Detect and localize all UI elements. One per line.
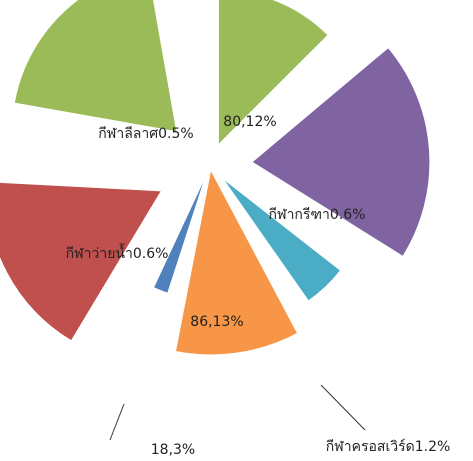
slice-label-5: กีฬาว่ายน้ำ0.6%	[66, 243, 169, 262]
slice-label-4: 18,3%	[151, 442, 195, 458]
pie-slice-4	[152, 174, 207, 294]
slice-label-3: 86,13%	[190, 314, 243, 330]
pie-slice-3	[174, 168, 299, 356]
slice-label-0: 80,12%	[223, 114, 276, 130]
pie-slice-2	[221, 177, 342, 302]
leader-line-0	[320, 384, 366, 431]
pie-slice-1	[251, 46, 431, 258]
slice-label-2: กีฬาครอสเวิร์ด1.2%	[326, 438, 451, 455]
pie-slice-6	[13, 0, 178, 133]
leader-line-1	[109, 403, 125, 441]
pie-slice-5	[0, 181, 163, 342]
pie-slices	[0, 0, 431, 356]
slice-label-1: กีฬากรีฑา0.6%	[269, 207, 366, 223]
leader-lines	[109, 384, 366, 441]
pie-slice-0	[217, 0, 329, 146]
slice-label-6: กีฬาลีลาศ0.5%	[98, 126, 193, 142]
